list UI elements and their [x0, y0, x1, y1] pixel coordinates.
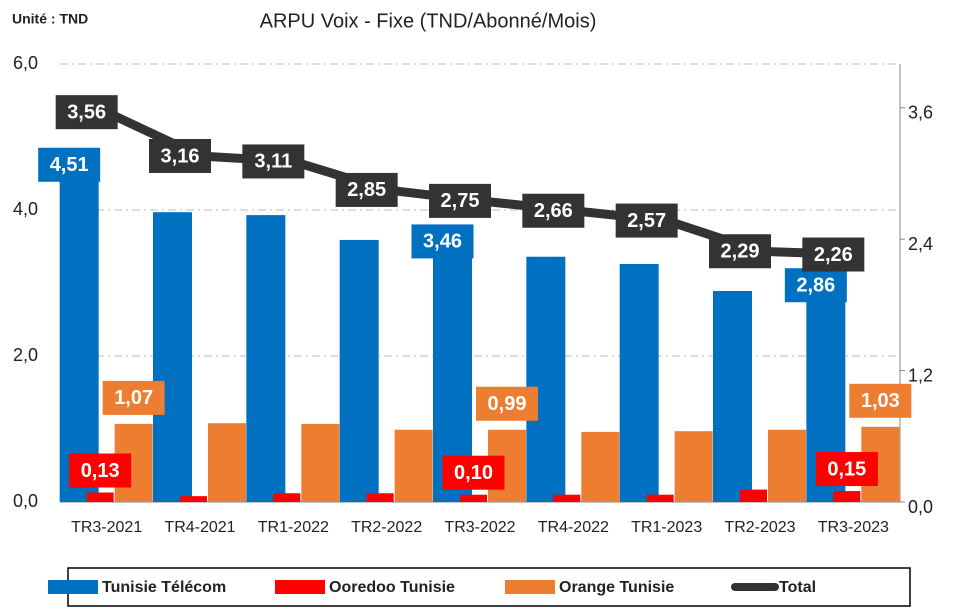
- bar: [301, 423, 340, 502]
- total-label-bg: [149, 138, 211, 173]
- total-label-bg: [802, 237, 865, 272]
- bar: [833, 491, 861, 502]
- x-tick-label: TR2-2022: [351, 519, 422, 536]
- legend-label: Total: [779, 579, 816, 596]
- legend-label: Orange Tunisie: [559, 579, 674, 596]
- y-tick-label: 6,0: [13, 53, 38, 73]
- value-label: 0,99: [488, 393, 527, 415]
- total-label-bg: [242, 144, 305, 179]
- total-label: 3,11: [254, 151, 292, 173]
- value-label-bg: [38, 147, 101, 182]
- bar: [460, 494, 487, 502]
- legend-swatch: [48, 580, 98, 594]
- bar: [246, 215, 286, 503]
- bar: [208, 423, 246, 502]
- bar: [59, 172, 99, 502]
- bar: [153, 212, 192, 502]
- y-tick-label: 2,0: [13, 345, 38, 365]
- bar: [526, 256, 566, 502]
- bar: [619, 264, 659, 502]
- x-tick-label: TR4-2022: [538, 519, 609, 536]
- value-label-bg: [411, 224, 474, 259]
- total-label-bg: [522, 193, 585, 228]
- total-label: 2,29: [721, 241, 760, 263]
- x-tick-label: TR1-2022: [258, 519, 329, 536]
- y-tick-label: 0,0: [13, 491, 38, 511]
- value-label-bg: [69, 453, 132, 488]
- value-label: 0,15: [827, 458, 866, 480]
- total-label: 3,56: [67, 101, 106, 123]
- total-label: 2,66: [534, 200, 573, 222]
- total-label-bg: [709, 234, 771, 269]
- bar: [273, 493, 301, 502]
- bar: [553, 494, 581, 502]
- total-label: 3,16: [161, 145, 200, 167]
- bar: [180, 496, 207, 502]
- total-label: 2,75: [441, 190, 480, 212]
- bar: [394, 429, 433, 502]
- value-label-bg: [102, 380, 165, 415]
- y-tick-label: 4,0: [13, 199, 38, 219]
- value-label: 1,07: [114, 387, 153, 409]
- x-tick-label: TR3-2021: [71, 519, 142, 536]
- bar: [86, 492, 114, 502]
- total-label: 2,57: [627, 210, 666, 232]
- line: [104, 108, 854, 260]
- bar: [740, 489, 767, 502]
- bar: [581, 431, 620, 502]
- unit-note: Unité : TND: [12, 11, 88, 27]
- total-label: 2,85: [347, 179, 386, 201]
- total-label-bg: [429, 183, 491, 218]
- value-label: 1,03: [861, 390, 900, 412]
- x-tick-label: TR3-2023: [818, 519, 889, 536]
- value-label: 2,86: [796, 275, 835, 297]
- legend-label: Tunisie Télécom: [102, 579, 226, 596]
- total-label-bg: [335, 172, 398, 207]
- x-tick-label: TR3-2022: [444, 519, 515, 536]
- x-tick-label: TR4-2021: [164, 519, 235, 536]
- total-label-bg: [615, 203, 678, 238]
- value-label-bg: [815, 452, 878, 487]
- value-label-bg: [476, 386, 538, 421]
- y2-tick-label: 2,4: [908, 234, 933, 254]
- value-label: 0,13: [81, 460, 120, 482]
- legend-swatch: [275, 580, 325, 594]
- value-label-bg: [442, 455, 505, 490]
- legend-label: Ooredoo Tunisie: [329, 579, 455, 596]
- y2-tick-label: 0,0: [908, 497, 933, 517]
- bar: [339, 239, 379, 502]
- value-label-bg: [849, 383, 912, 418]
- value-label: 3,46: [423, 231, 462, 253]
- value-label-bg: [784, 268, 847, 303]
- y2-tick-label: 1,2: [908, 365, 933, 385]
- x-tick-label: TR2-2023: [724, 519, 795, 536]
- chart-title: ARPU Voix - Fixe (TND/Abonné/Mois): [260, 10, 597, 32]
- total-label: 2,26: [814, 244, 853, 266]
- bar: [646, 494, 674, 502]
- bar: [366, 493, 394, 502]
- x-tick-label: TR1-2023: [631, 519, 702, 536]
- bar: [674, 431, 713, 502]
- bar: [713, 291, 752, 502]
- y2-tick-label: 3,6: [908, 103, 933, 123]
- value-label: 4,51: [50, 154, 89, 176]
- value-label: 0,10: [454, 462, 493, 484]
- bar: [768, 429, 806, 502]
- legend-swatch: [505, 580, 555, 594]
- total-label-bg: [55, 95, 118, 130]
